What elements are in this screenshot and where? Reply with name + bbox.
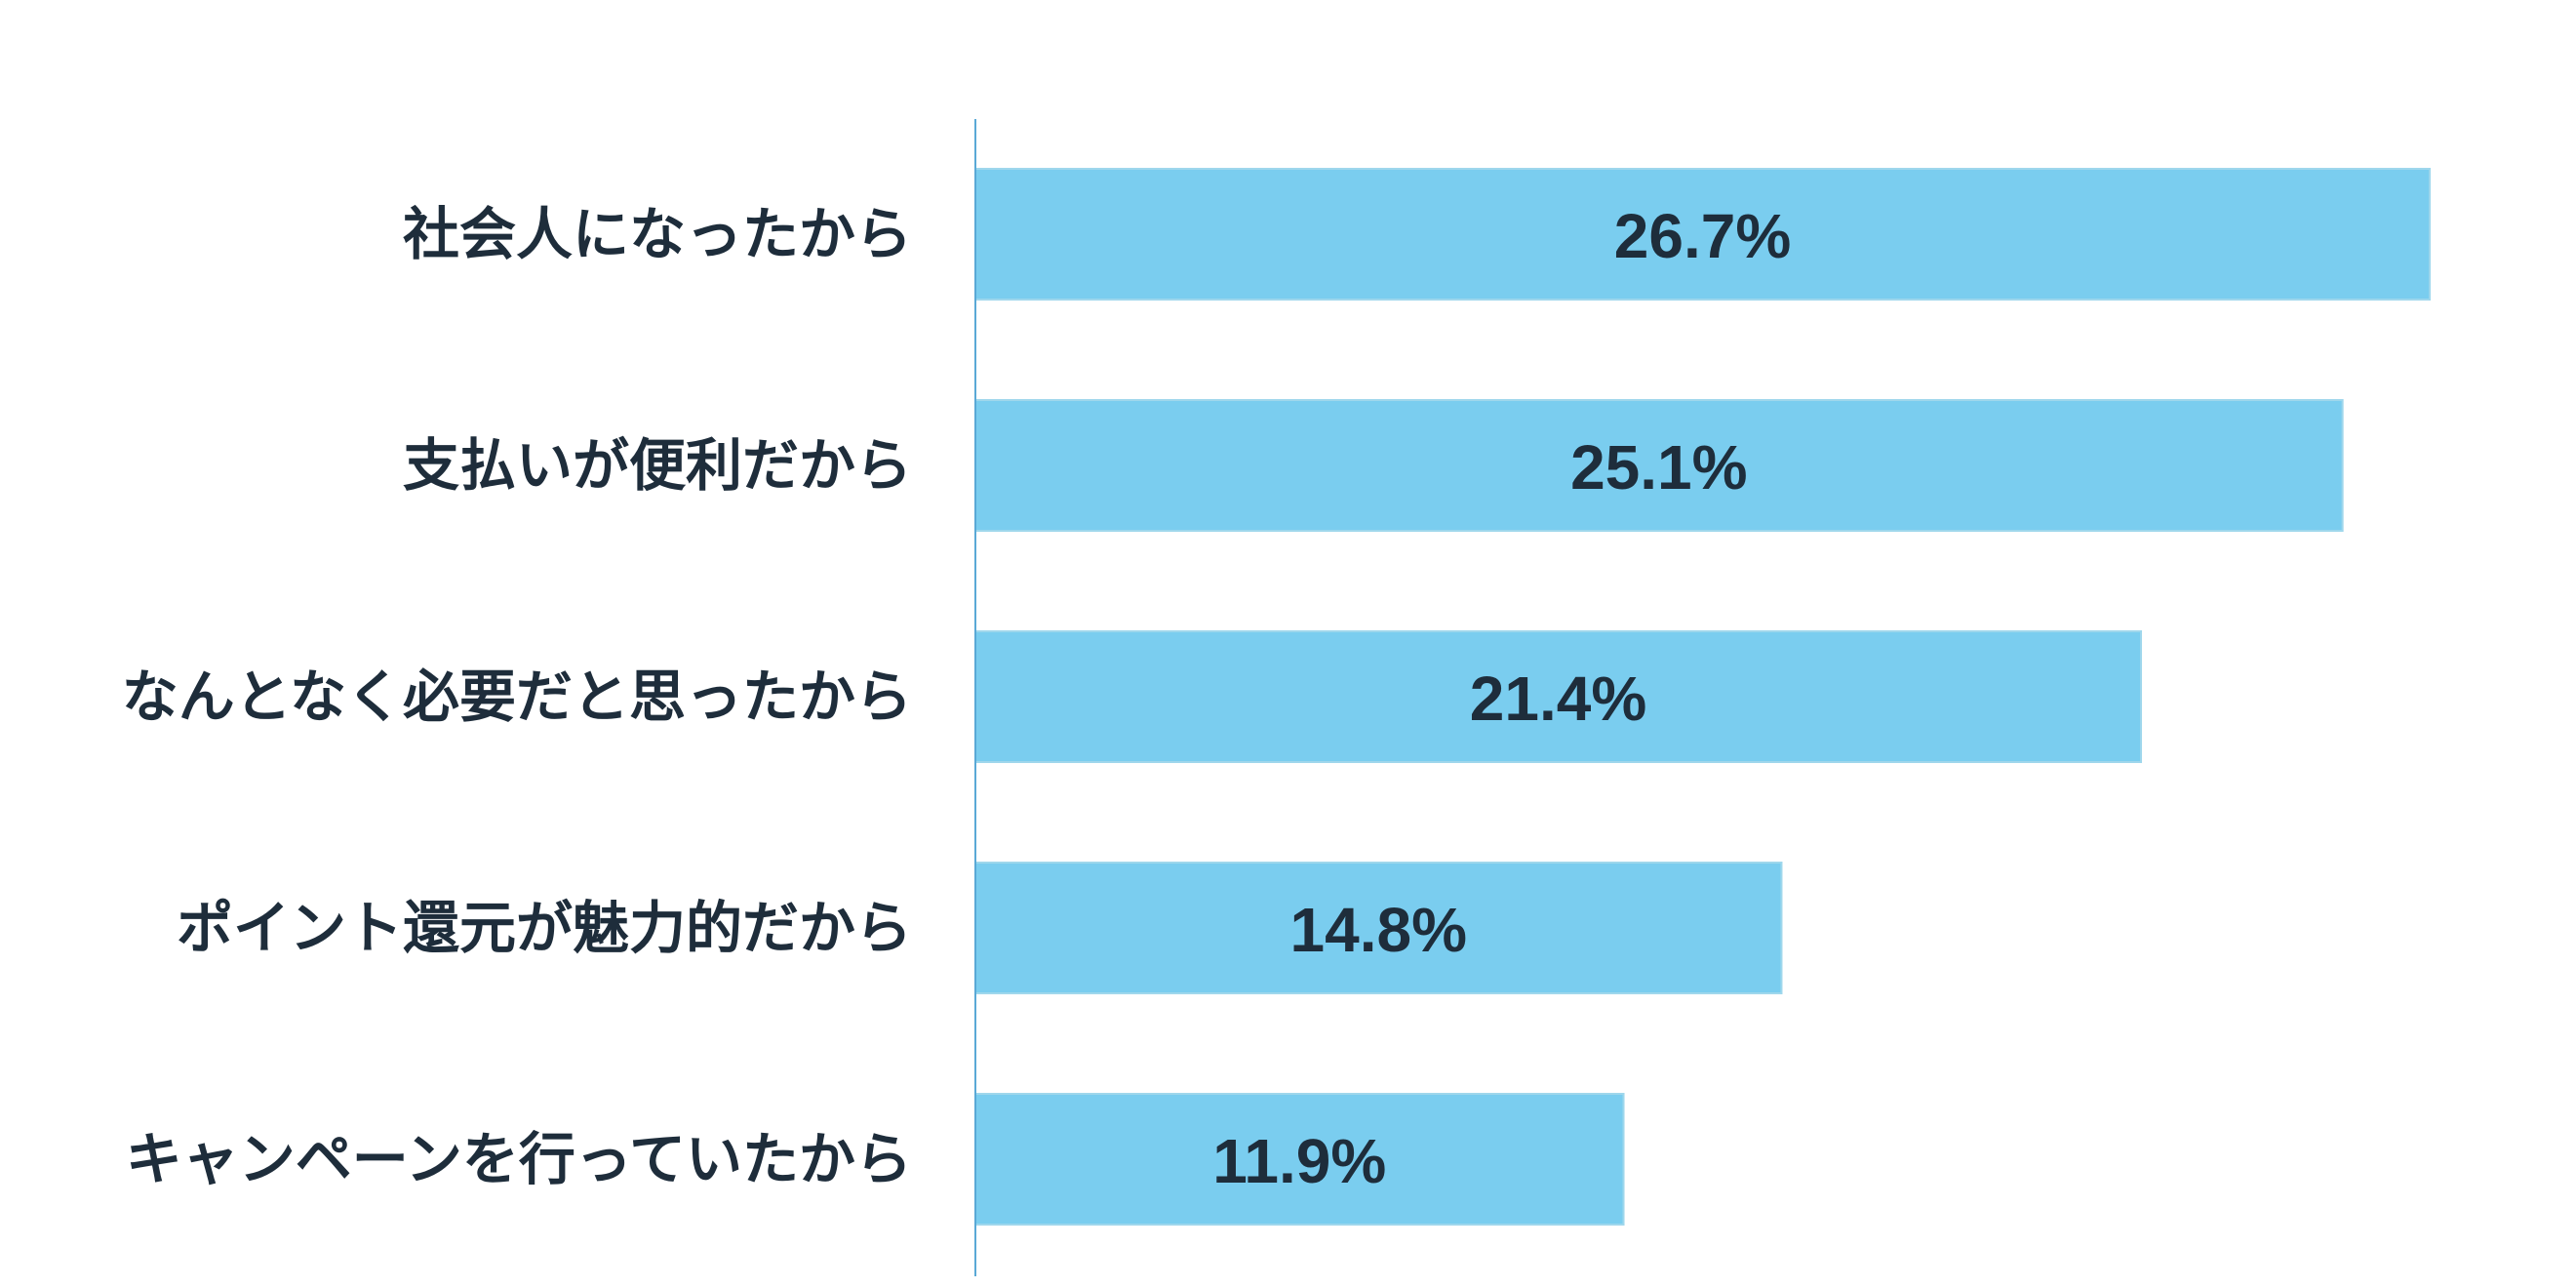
category-label: ポイント還元が魅力的だから <box>177 895 912 961</box>
bars-group <box>974 168 2431 1226</box>
category-label: キャンペーンを行っていたから <box>126 1126 912 1192</box>
bar <box>974 1093 1625 1226</box>
value-labels-group: 26.7% 25.1% 21.4% 14.8% 11.9% <box>1212 201 1791 1196</box>
value-label: 14.8% <box>1290 895 1467 965</box>
bar <box>974 630 2143 763</box>
category-label: 社会人になったから <box>403 201 912 267</box>
value-label: 26.7% <box>1614 201 1791 271</box>
value-label: 11.9% <box>1212 1126 1386 1196</box>
bar <box>974 399 2344 532</box>
value-label: 21.4% <box>1470 664 1646 734</box>
bar <box>974 168 2431 301</box>
category-label: 支払いが便利だから <box>403 432 912 499</box>
category-label: なんとなく必要だと思ったから <box>122 664 912 730</box>
value-label: 25.1% <box>1570 432 1747 503</box>
category-labels-group: 社会人になったから支払いが便利だからなんとなく必要だと思ったからポイント還元が魅… <box>122 201 912 1192</box>
bar <box>974 862 1783 994</box>
